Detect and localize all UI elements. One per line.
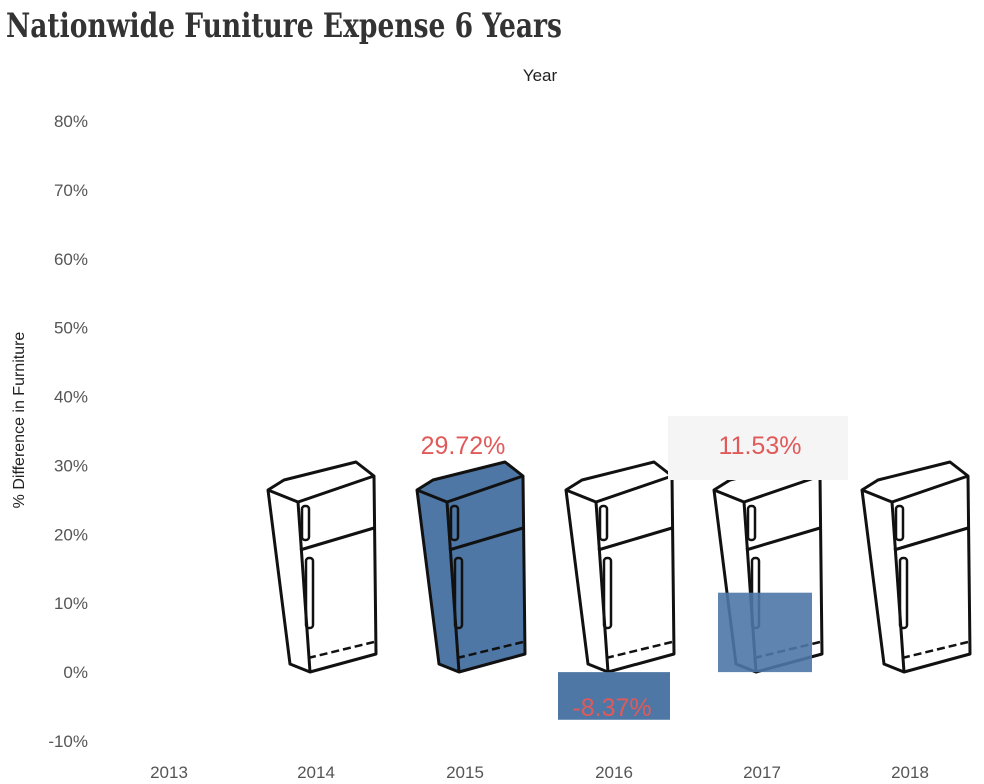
data-label: -8.37% <box>572 694 651 722</box>
y-tick-label: 20% <box>54 525 88 544</box>
y-tick-label: 40% <box>54 388 88 407</box>
y-tick-label: 80% <box>54 112 88 131</box>
x-tick-label: 2015 <box>446 763 484 782</box>
x-tick-label: 2013 <box>150 763 188 782</box>
data-label: 11.53% <box>719 432 802 460</box>
x-tick-label: 2017 <box>743 763 781 782</box>
y-tick-label: 0% <box>63 663 88 682</box>
x-tick-label: 2016 <box>595 763 633 782</box>
column-header: Year <box>522 66 558 85</box>
y-tick-label: -10% <box>48 732 88 751</box>
y-tick-label: 30% <box>54 456 88 475</box>
label-background <box>668 416 848 480</box>
bar[interactable] <box>718 592 812 673</box>
refrigerator-icon <box>860 460 972 674</box>
y-tick-label: 10% <box>54 594 88 613</box>
bar[interactable] <box>558 672 670 720</box>
chart-title: Nationwide Funiture Expense 6 Years <box>6 6 562 46</box>
y-tick-label: 50% <box>54 319 88 338</box>
refrigerator-icon <box>415 460 527 674</box>
x-tick-label: 2018 <box>891 763 929 782</box>
refrigerator-icon <box>266 460 378 674</box>
y-tick-label: 60% <box>54 250 88 269</box>
data-label: 29.72% <box>421 432 506 460</box>
refrigerator-icon <box>564 460 676 674</box>
x-tick-label: 2014 <box>297 763 335 782</box>
y-tick-label: 70% <box>54 181 88 200</box>
